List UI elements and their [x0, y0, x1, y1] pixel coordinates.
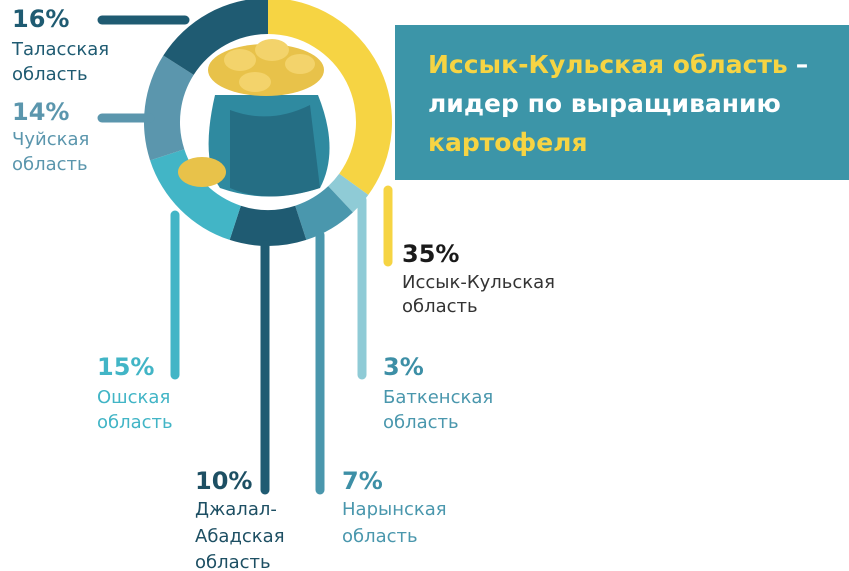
- donut-segment: [163, 0, 268, 75]
- category-label: Ошская: [97, 387, 170, 408]
- category-label: Абадская: [195, 526, 285, 547]
- category-label: область: [12, 64, 88, 85]
- donut-segment: [229, 205, 307, 246]
- value-label: 16%: [12, 5, 69, 33]
- donut-segment: [143, 55, 194, 161]
- donut-segment: [150, 149, 241, 240]
- category-label: Таласская: [11, 39, 109, 60]
- category-label: область: [402, 296, 478, 317]
- category-label: область: [97, 412, 173, 433]
- category-label: область: [12, 154, 88, 175]
- donut-segment: [295, 186, 353, 240]
- value-label: 7%: [342, 467, 383, 495]
- category-label: Нарынская: [342, 499, 447, 520]
- title-line: лидер по выращиванию: [428, 89, 781, 118]
- chart-title: Иссык-Кульская область –: [428, 50, 808, 79]
- category-label: Джалал-: [195, 499, 277, 520]
- value-label: 35%: [402, 240, 459, 268]
- value-label: 3%: [383, 353, 424, 381]
- category-label: область: [342, 526, 418, 547]
- title-part: –: [796, 50, 809, 79]
- title-banner: [395, 25, 849, 180]
- value-label: 15%: [97, 353, 154, 381]
- title-line: картофеля: [428, 128, 588, 157]
- category-label: область: [383, 412, 459, 433]
- category-label: Иссык-Кульская: [402, 272, 555, 293]
- category-label: Баткенская: [383, 387, 493, 408]
- potato-sack-icon: [178, 39, 330, 197]
- value-label: 10%: [195, 467, 252, 495]
- donut-segment: [268, 0, 392, 195]
- title-part: Иссык-Кульская область: [428, 50, 788, 79]
- category-label: область: [195, 552, 271, 571]
- category-label: Чуйская: [12, 129, 89, 150]
- value-label: 14%: [12, 98, 69, 126]
